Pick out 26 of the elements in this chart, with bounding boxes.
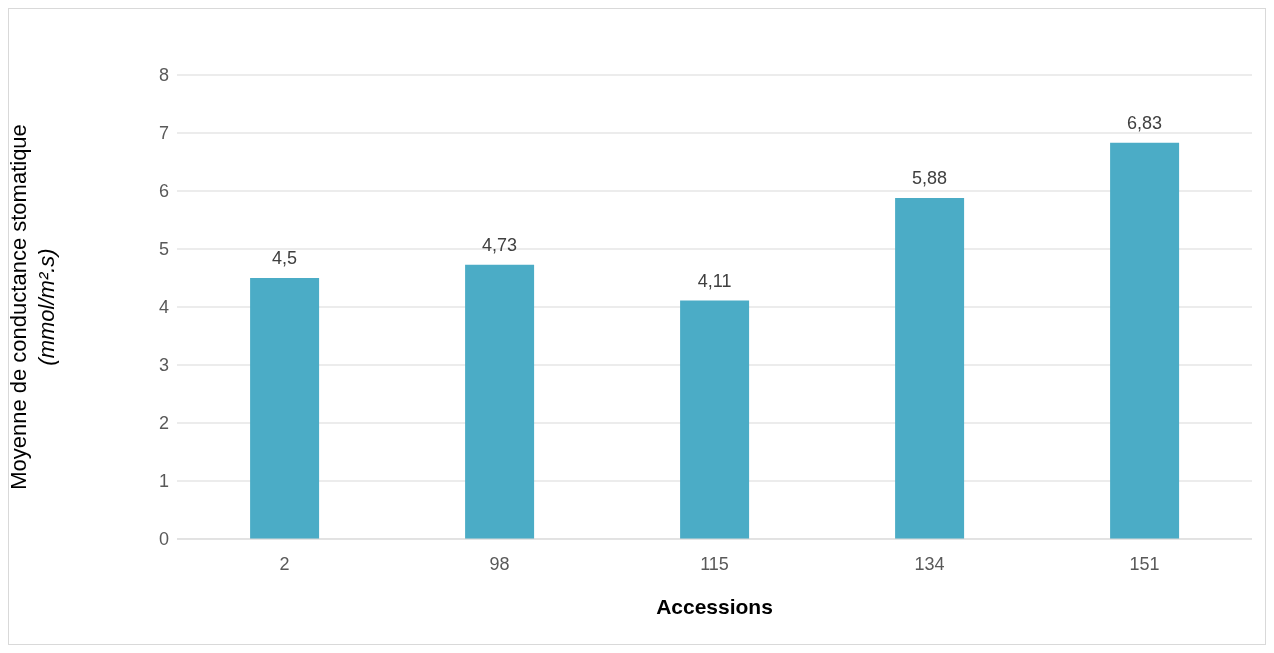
- y-axis-title: Moyenne de conductance stomatique (mmol/m².s): [6, 124, 59, 490]
- x-tick-label: 98: [489, 553, 510, 574]
- x-axis-title: Accessions: [656, 595, 773, 618]
- data-label: 6,83: [1127, 112, 1163, 133]
- data-label: 4,5: [272, 248, 298, 268]
- y-tick-label: 6: [158, 181, 169, 202]
- y-tick-label: 5: [158, 239, 169, 260]
- data-label: 4,73: [482, 234, 518, 255]
- y-tick-label: 4: [158, 297, 169, 318]
- y-tick-label: 2: [158, 413, 169, 434]
- data-label: 5,88: [912, 167, 948, 188]
- y-tick-label: 8: [158, 65, 169, 86]
- data-label: 4,11: [697, 270, 732, 291]
- bar: [1110, 142, 1180, 539]
- bar: [465, 264, 535, 539]
- y-tick-label: 0: [158, 529, 169, 550]
- bar: [895, 197, 965, 539]
- y-tick-label: 7: [158, 123, 169, 144]
- y-tick-label: 1: [158, 471, 169, 492]
- bar: [680, 300, 750, 539]
- y-tick-label: 3: [158, 355, 169, 376]
- x-tick-label: 151: [1129, 553, 1160, 574]
- x-tick-label: 115: [700, 553, 729, 574]
- bar: [250, 278, 320, 539]
- x-tick-label: 2: [279, 553, 290, 574]
- x-tick-label: 134: [914, 553, 945, 574]
